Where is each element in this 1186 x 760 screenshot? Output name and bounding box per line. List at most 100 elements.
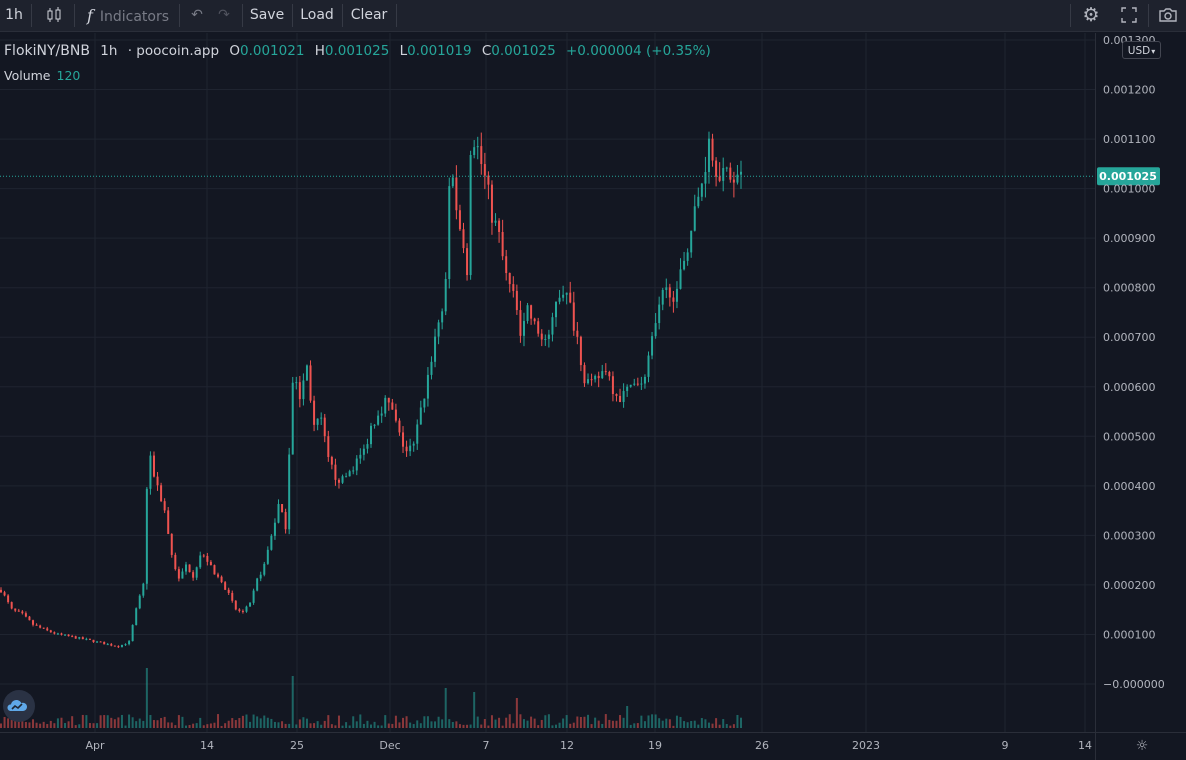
- legend-symbol[interactable]: FlokiNY/BNB: [4, 43, 90, 59]
- candle-body: [540, 333, 543, 340]
- volume-bar: [42, 721, 45, 728]
- y-tick-label: −0.000000: [1103, 678, 1165, 691]
- clear-button[interactable]: Clear: [350, 7, 388, 23]
- candle-body: [46, 628, 49, 631]
- candle-body: [53, 632, 56, 634]
- fullscreen-button[interactable]: [1116, 0, 1142, 31]
- volume-bar: [270, 718, 273, 728]
- candle-body: [145, 488, 148, 584]
- volume-bar: [533, 718, 536, 728]
- candle-body: [373, 424, 376, 426]
- settings-button[interactable]: ⚙: [1078, 0, 1104, 31]
- candle-body: [217, 574, 220, 577]
- candle-body: [643, 376, 646, 384]
- candle-body: [14, 608, 17, 611]
- candle-body: [519, 310, 522, 336]
- volume-bar: [277, 722, 280, 728]
- volume-bar: [579, 717, 582, 728]
- x-tick-label: Apr: [85, 739, 105, 752]
- volume-bar: [256, 716, 259, 728]
- candle-body: [476, 146, 479, 148]
- volume-bar: [0, 723, 2, 728]
- volume-bar: [17, 719, 20, 728]
- x-tick-label: 9: [1002, 739, 1009, 752]
- volume-bar: [661, 720, 664, 728]
- redo-button[interactable]: ↷: [213, 0, 235, 31]
- candle-body: [398, 420, 401, 433]
- currency-selector[interactable]: USD▾: [1122, 41, 1161, 59]
- volume-bar: [434, 721, 437, 728]
- volume-bar: [711, 723, 714, 728]
- y-tick-label: 0.000800: [1103, 282, 1156, 295]
- undo-button[interactable]: ↶: [186, 0, 208, 31]
- candle-body: [355, 458, 358, 471]
- candle-body: [21, 611, 24, 614]
- volume-label: Volume: [4, 68, 51, 83]
- volume-bar: [202, 725, 205, 728]
- tradingview-logo[interactable]: [3, 690, 35, 722]
- candle-body: [690, 230, 693, 253]
- volume-bar: [409, 722, 412, 728]
- volume-bar: [384, 715, 387, 728]
- volume-bar: [640, 715, 643, 728]
- undo-icon: ↶: [191, 7, 203, 23]
- volume-bar: [583, 716, 586, 728]
- volume-bar: [56, 718, 59, 728]
- candle-body: [494, 220, 497, 223]
- volume-bar: [224, 723, 227, 728]
- volume-bar: [28, 722, 31, 728]
- candle-body: [10, 602, 13, 609]
- last-price-line: 0.001025: [0, 167, 1160, 186]
- candle-body: [501, 231, 504, 257]
- volume-bar: [316, 721, 319, 728]
- candle-body: [729, 167, 732, 180]
- candle-body: [195, 567, 198, 578]
- x-tick-label: 25: [290, 739, 304, 752]
- candle-body: [661, 289, 664, 305]
- candle-body: [227, 589, 230, 593]
- candle-body: [715, 160, 718, 177]
- candle-body: [448, 186, 451, 280]
- candle-body: [537, 321, 540, 334]
- candle-body: [135, 608, 138, 626]
- candle-body: [387, 397, 390, 403]
- candle-body: [686, 252, 689, 261]
- candle-body: [444, 279, 447, 312]
- candle-body: [391, 402, 394, 410]
- y-tick-label: 0.001100: [1103, 133, 1156, 146]
- candle-body: [92, 639, 95, 643]
- legend-high-label: H: [314, 43, 325, 59]
- toolbar-separator: [1148, 4, 1149, 27]
- interval-button[interactable]: 1h: [5, 7, 23, 23]
- load-button[interactable]: Load: [300, 7, 334, 23]
- volume-bar: [152, 720, 155, 728]
- candle-body: [654, 323, 657, 337]
- volume-bar: [718, 724, 721, 728]
- volume-bar: [562, 718, 565, 728]
- candle-body: [234, 600, 237, 610]
- fullscreen-icon: [1121, 7, 1137, 23]
- volume-bar: [398, 722, 401, 728]
- volume-bar: [622, 717, 625, 728]
- candle-body: [562, 294, 565, 298]
- toolbar-separator: [31, 4, 32, 27]
- volume-bar: [391, 723, 394, 728]
- candle-body: [469, 154, 472, 276]
- save-button[interactable]: Save: [249, 7, 285, 23]
- axis-settings-icon[interactable]: ☼: [1136, 738, 1149, 754]
- indicators-button[interactable]: f Indicators: [82, 0, 174, 31]
- volume-bar: [679, 716, 682, 728]
- candle-body: [583, 365, 586, 384]
- volume-bar: [647, 715, 650, 728]
- candle-style-button[interactable]: [40, 0, 68, 31]
- candle-body: [604, 371, 607, 373]
- volume-bar: [729, 725, 732, 728]
- candle-body: [209, 561, 212, 566]
- snapshot-button[interactable]: [1155, 0, 1181, 31]
- volume-bar: [547, 714, 550, 728]
- candle-body: [558, 297, 561, 302]
- candle-body: [462, 229, 465, 249]
- toolbar-separator: [179, 4, 180, 27]
- volume-bar: [473, 692, 476, 728]
